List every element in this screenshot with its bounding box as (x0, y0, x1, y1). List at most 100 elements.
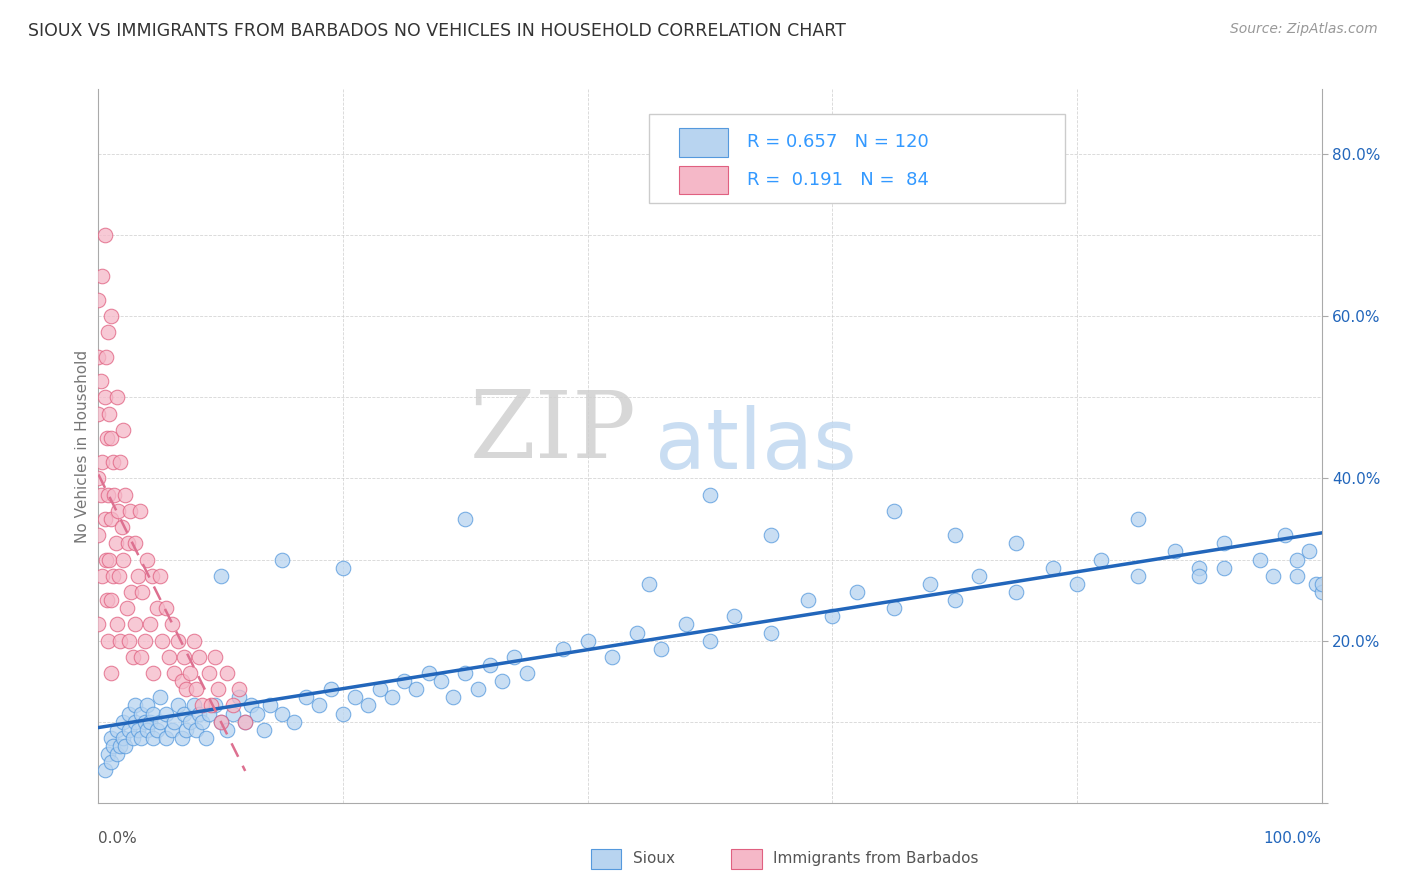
Point (134, 714, 156, 729)
Point (105, 390, 128, 404)
Point (127, 568, 149, 582)
Point (100, 431, 122, 445)
Point (170, 731, 193, 745)
Point (149, 568, 172, 582)
Point (107, 504, 129, 518)
Point (136, 723, 159, 737)
Point (920, 577, 942, 591)
Point (101, 568, 124, 582)
Point (1286, 552, 1309, 566)
Point (117, 536, 139, 550)
Point (155, 731, 177, 745)
Point (1261, 568, 1284, 582)
Point (187, 649, 209, 664)
Point (515, 666, 537, 681)
Point (163, 666, 186, 681)
Point (160, 723, 183, 737)
Point (111, 731, 134, 745)
Point (118, 633, 141, 648)
Point (240, 698, 263, 713)
Point (129, 731, 152, 745)
Point (467, 682, 489, 697)
Point (576, 633, 599, 648)
FancyBboxPatch shape (650, 114, 1064, 203)
Point (197, 666, 219, 681)
Point (142, 666, 165, 681)
Point (124, 698, 146, 713)
Point (100, 666, 122, 681)
Point (105, 747, 128, 761)
Point (104, 536, 127, 550)
Point (100, 512, 122, 526)
Point (1188, 560, 1211, 574)
Point (222, 706, 245, 721)
Point (139, 617, 162, 632)
Point (167, 698, 190, 713)
Point (97, 326, 120, 340)
Point (228, 690, 250, 705)
Point (110, 455, 132, 469)
Point (332, 560, 354, 574)
Point (699, 633, 721, 648)
Point (176, 682, 198, 697)
Point (441, 690, 464, 705)
Point (111, 423, 134, 437)
Point (222, 698, 245, 713)
Point (183, 633, 205, 648)
Point (142, 731, 165, 745)
Point (121, 731, 143, 745)
Point (127, 723, 149, 737)
Point (91, 268, 114, 283)
Point (344, 690, 367, 705)
Point (405, 682, 427, 697)
Point (1212, 560, 1234, 574)
Point (91, 455, 114, 469)
Point (120, 585, 142, 599)
Point (141, 568, 163, 582)
Point (100, 593, 122, 607)
Point (650, 641, 672, 656)
Point (136, 698, 159, 713)
Text: 0.0%: 0.0% (98, 831, 138, 846)
Bar (679, 128, 728, 156)
Point (87, 407, 110, 421)
Point (87, 471, 110, 485)
Point (100, 310, 122, 324)
Point (1286, 568, 1309, 582)
Point (111, 552, 134, 566)
Point (883, 601, 905, 615)
Point (131, 585, 153, 599)
Point (149, 714, 172, 729)
Point (120, 504, 142, 518)
Point (943, 593, 966, 607)
Point (105, 617, 128, 632)
Point (93, 512, 115, 526)
Point (1128, 512, 1150, 526)
Point (675, 617, 697, 632)
Point (124, 617, 146, 632)
Bar (679, 166, 728, 194)
Point (105, 723, 128, 737)
Point (108, 568, 131, 582)
Point (167, 633, 190, 648)
Point (129, 504, 152, 518)
Point (191, 714, 214, 729)
Point (943, 528, 966, 542)
Point (503, 649, 526, 664)
Point (146, 601, 169, 615)
Point (136, 552, 159, 566)
Point (163, 714, 186, 729)
Point (160, 617, 183, 632)
Point (118, 723, 141, 737)
Point (118, 706, 141, 721)
Point (699, 488, 721, 502)
Point (1298, 544, 1320, 558)
Point (270, 552, 294, 566)
Point (295, 690, 318, 705)
Point (197, 706, 219, 721)
Point (308, 698, 330, 713)
Point (761, 625, 783, 640)
Point (883, 504, 905, 518)
Point (101, 739, 124, 753)
Point (252, 723, 274, 737)
